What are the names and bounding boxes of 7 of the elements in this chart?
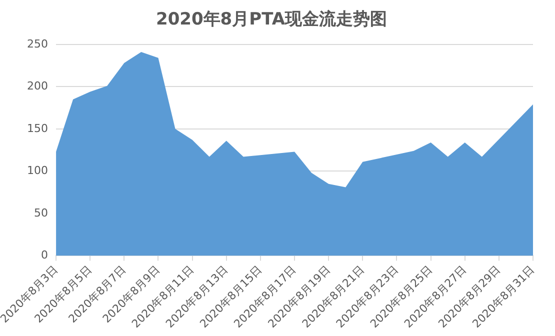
- chart-title: 2020年8月PTA现金流走势图: [156, 10, 388, 30]
- y-tick-label: 250: [27, 37, 48, 50]
- y-tick-label: 0: [41, 248, 48, 262]
- y-tick-label: 100: [27, 164, 48, 178]
- y-tick-label: 150: [27, 122, 48, 135]
- y-tick-label: 50: [34, 206, 48, 220]
- y-tick-label: 200: [27, 80, 48, 93]
